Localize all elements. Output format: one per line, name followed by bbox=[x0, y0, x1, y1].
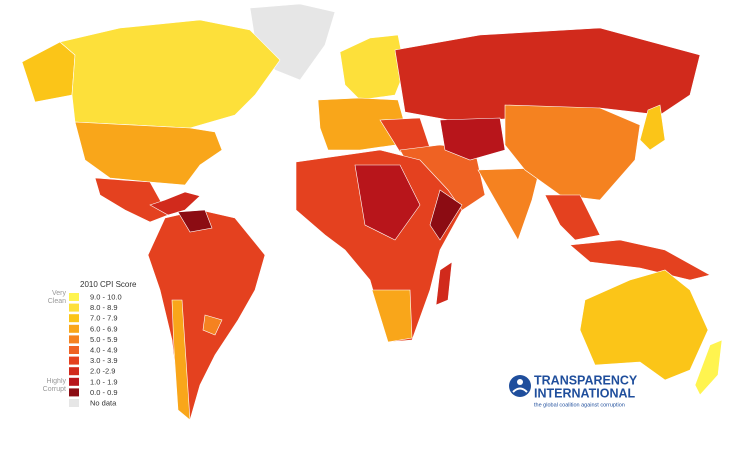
legend-swatch bbox=[69, 335, 79, 344]
legend-swatch bbox=[69, 399, 79, 407]
legend-label: 8.0 - 8.9 bbox=[90, 303, 118, 312]
logo-globe bbox=[509, 375, 531, 397]
legend-swatch bbox=[69, 324, 79, 333]
legend-swatch bbox=[69, 346, 79, 354]
central-africa bbox=[354, 164, 421, 241]
countries bbox=[21, 3, 723, 421]
mexico bbox=[94, 177, 169, 223]
legend-swatch bbox=[69, 356, 79, 365]
legend-swatch bbox=[69, 367, 79, 376]
legend-bottom-label: Highly Corrupt bbox=[42, 378, 66, 393]
legend-swatch bbox=[69, 314, 79, 323]
caribbean bbox=[149, 191, 201, 216]
logo-figure-arms bbox=[512, 387, 528, 393]
legend-title: 2010 CPI Score bbox=[80, 280, 137, 289]
madagascar bbox=[435, 261, 453, 306]
legend-swatch bbox=[69, 303, 79, 312]
legend-label: 2.0 -2.9 bbox=[90, 367, 115, 376]
canada bbox=[59, 19, 281, 129]
legend: 2010 CPI Score Very Clean Highly Corrupt… bbox=[42, 280, 137, 407]
new-zealand bbox=[694, 339, 723, 396]
legend-label: 5.0 - 5.9 bbox=[90, 335, 118, 344]
legend-label: 9.0 - 10.0 bbox=[90, 292, 122, 301]
legend-swatch bbox=[69, 388, 79, 397]
legend-top-label-box: Very Clean bbox=[47, 290, 66, 305]
somalia bbox=[429, 189, 463, 241]
legend-label: 0.0 - 0.9 bbox=[90, 388, 118, 397]
central-asia bbox=[439, 117, 506, 161]
legend-label: 3.0 - 3.9 bbox=[90, 356, 118, 365]
usa bbox=[74, 121, 223, 186]
logo-line1: TRANSPARENCY bbox=[534, 373, 638, 387]
indonesia bbox=[569, 239, 711, 281]
legend-bottom-label-box: Highly Corrupt bbox=[42, 378, 66, 393]
australia bbox=[579, 269, 709, 381]
legend-label: No data bbox=[90, 398, 117, 407]
south-america bbox=[147, 209, 266, 421]
uruguay bbox=[202, 314, 223, 336]
western-europe bbox=[317, 97, 406, 151]
legend-label: 1.0 - 1.9 bbox=[90, 377, 118, 386]
india bbox=[477, 167, 541, 241]
logo-figure bbox=[517, 379, 523, 385]
legend-label: 7.0 - 7.9 bbox=[90, 314, 118, 323]
logo-tagline: the global coalition against corruption bbox=[534, 402, 625, 408]
southeast-asia bbox=[544, 194, 601, 241]
venezuela bbox=[177, 209, 213, 233]
southern-africa bbox=[371, 289, 413, 343]
alaska bbox=[21, 41, 76, 103]
legend-top-label: Very Clean bbox=[47, 290, 66, 305]
legend-swatch bbox=[69, 293, 79, 301]
logo: TRANSPARENCY INTERNATIONAL the global co… bbox=[509, 373, 638, 408]
africa bbox=[295, 149, 463, 343]
china bbox=[504, 104, 641, 201]
logo-line2: INTERNATIONAL bbox=[534, 386, 636, 400]
legend-swatch bbox=[69, 377, 79, 386]
scandinavia bbox=[339, 34, 406, 101]
chile bbox=[171, 299, 191, 421]
legend-label: 4.0 - 4.9 bbox=[90, 345, 118, 354]
japan bbox=[639, 104, 666, 151]
legend-label: 6.0 - 6.9 bbox=[90, 324, 118, 333]
